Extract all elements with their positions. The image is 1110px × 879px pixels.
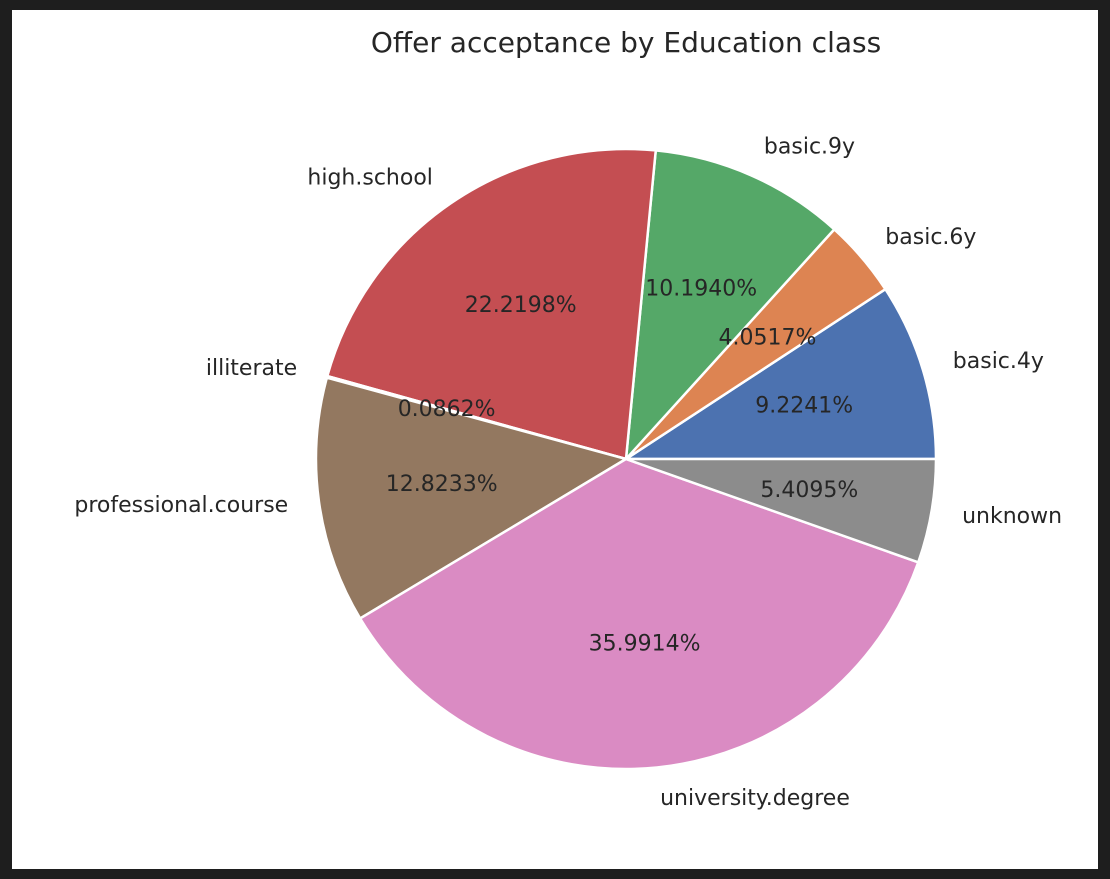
pie-slice-university-degree [358, 457, 920, 771]
pie-category-label-university-degree: university.degree [660, 786, 850, 811]
pie-slice-professional-course [314, 376, 628, 620]
pie-slice-high-school [326, 147, 658, 461]
pie-percent-label-unknown: 5.4095% [760, 478, 858, 503]
pie-category-label-unknown: unknown [962, 504, 1062, 529]
chart-title: Offer acceptance by Education class [371, 26, 881, 59]
pie-category-label-basic-9y: basic.9y [764, 135, 855, 160]
pie-percent-label-basic-9y: 10.1940% [645, 276, 757, 301]
pie-category-label-basic-4y: basic.4y [953, 349, 1044, 374]
pie-category-labels: basic.4y basic.6y basic.9y high.school illit… [74, 135, 1062, 811]
pie-slice-basic-9y [624, 149, 836, 461]
pie-percent-label-professional-course: 12.8233% [386, 472, 498, 497]
pie-category-label-professional-course: professional.course [74, 493, 288, 518]
pie-category-label-illiterate: illiterate [206, 356, 297, 381]
pie-percent-label-university-degree: 35.9914% [589, 632, 701, 657]
pie-category-label-high-school: high.school [307, 165, 433, 190]
pie-category-label-basic-6y: basic.6y [885, 225, 976, 250]
pie-slices [314, 147, 938, 771]
pie-percent-label-basic-6y: 4.0517% [718, 326, 816, 351]
chart-figure: Offer acceptance by Education class 9.22… [12, 10, 1098, 869]
pie-slice-basic-4y [624, 287, 938, 461]
pie-slice-unknown [624, 457, 938, 564]
pie-percent-label-basic-4y: 9.2241% [755, 393, 853, 418]
pie-percent-labels: 9.2241% 4.0517% 10.1940% 22.2198% 0.0862% 12.… [386, 276, 858, 656]
pie-chart: Offer acceptance by Education class 9.22… [74, 26, 1062, 811]
pie-percent-label-illiterate: 0.0862% [398, 397, 496, 422]
pie-percent-label-high-school: 22.2198% [465, 293, 577, 318]
